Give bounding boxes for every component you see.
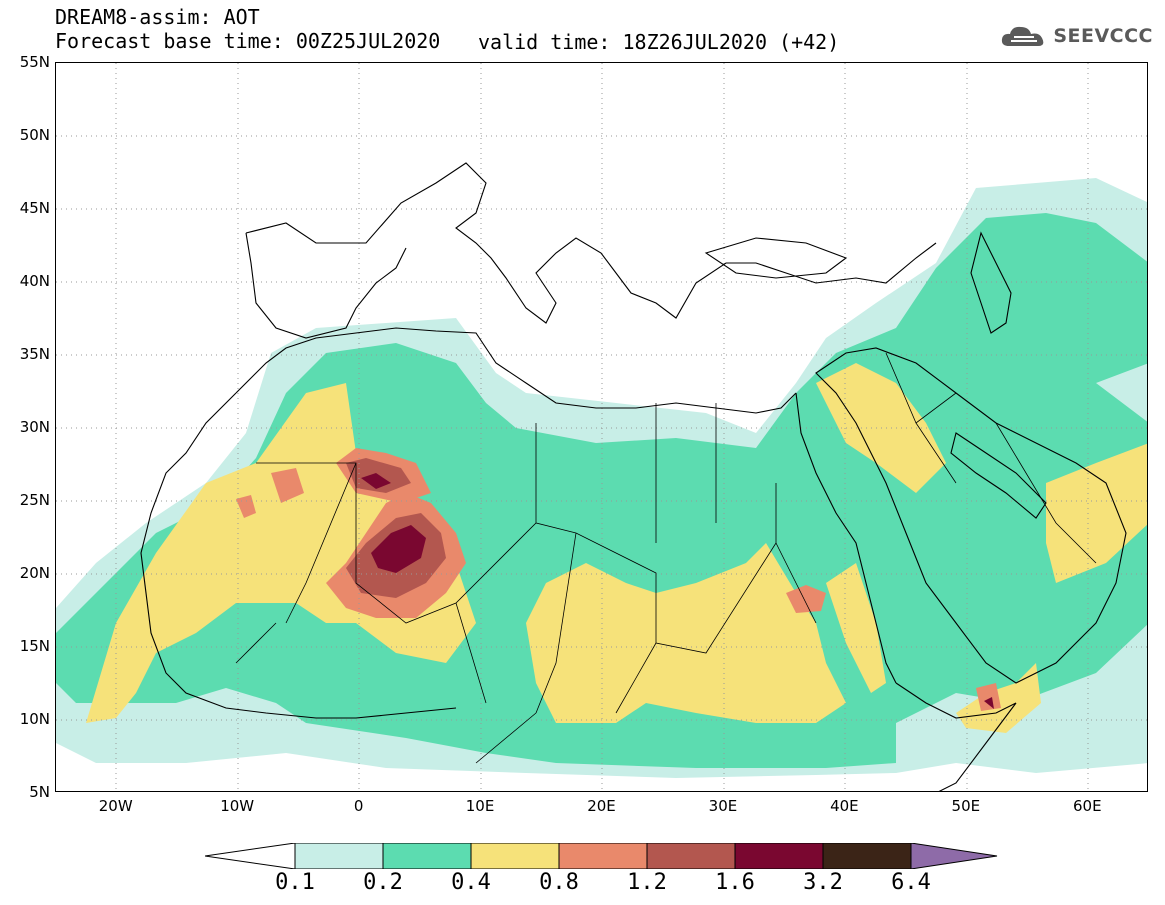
logo-text: SEEVCCC [1053, 25, 1153, 47]
colorbar-label: 1.6 [715, 870, 755, 895]
aot-band-0.4-central [526, 543, 846, 723]
lat-tick-label: 40N [19, 272, 50, 290]
coastline-red-sea [795, 392, 897, 684]
coastline-europe [245, 162, 937, 324]
lon-tick-label: 50E [951, 797, 981, 815]
colorbar-bin-3 [470, 843, 560, 869]
national-borders [235, 352, 1097, 764]
lon-tick-label: 60E [1072, 797, 1102, 815]
lon-tick-label: 0 [353, 797, 364, 815]
aot-band-0.4-horn [826, 563, 886, 693]
lat-tick-label: 25N [19, 491, 50, 509]
colorbar-label: 3.2 [803, 870, 843, 895]
colorbar-bin-2 [382, 843, 472, 869]
coastlines-and-borders [140, 162, 1127, 791]
map-title: DREAM8-assim: AOT [55, 5, 260, 29]
coastline-caspian [970, 231, 1012, 334]
coastline-north-africa [235, 327, 797, 414]
aot-band-0.8-f [976, 683, 1001, 711]
aot-band-0.4-oman [1046, 443, 1147, 583]
colorbar-label: 0.1 [275, 870, 315, 895]
coastline-persian-gulf [950, 432, 1047, 519]
colorbar-bin-4 [558, 843, 648, 869]
colorbar-label: 6.4 [891, 870, 931, 895]
aot-band-1.6 [371, 525, 426, 573]
colorbar-label: 0.2 [363, 870, 403, 895]
colorbar-bin-1 [294, 843, 384, 869]
aot-band-0.4-west [86, 383, 476, 723]
lat-tick-label: 55N [19, 53, 50, 71]
colorbar-bin-7 [822, 843, 912, 869]
seevccc-logo: SEEVCCC [999, 22, 1153, 50]
lon-tick-label: 10W [220, 797, 255, 815]
coastline-arabia [815, 347, 1127, 684]
colorbar-over [910, 843, 998, 869]
lat-tick-label: 5N [29, 783, 50, 801]
lon-tick-label: 20W [98, 797, 133, 815]
coastline-west-africa [140, 392, 457, 719]
aot-map-svg [56, 63, 1147, 791]
aot-map [55, 62, 1148, 792]
lat-tick-label: 10N [19, 710, 50, 728]
aot-band-0.8-c [786, 585, 826, 613]
aot-band-1.6-b [361, 473, 391, 489]
lat-tick-label: 30N [19, 418, 50, 436]
lon-tick-label: 40E [830, 797, 859, 815]
coastline-horn [895, 682, 1017, 791]
lat-tick-label: 15N [19, 637, 50, 655]
forecast-base-time: Forecast base time: 00Z25JUL2020 [55, 29, 441, 53]
lon-tick-label: 20E [587, 797, 616, 815]
graticule [56, 63, 1147, 791]
coastline-iberia [245, 232, 407, 339]
lon-tick-label: 10E [465, 797, 495, 815]
colorbar-label: 1.2 [627, 870, 667, 895]
lat-tick-label: 50N [19, 126, 50, 144]
aot-band-1.6-c [984, 697, 994, 709]
aot-shading [56, 178, 1147, 778]
colorbar [205, 843, 998, 869]
colorbar-bin-5 [646, 843, 736, 869]
colorbar-label: 0.4 [451, 870, 491, 895]
cloud-icon [1002, 26, 1044, 46]
colorbar-label: 0.8 [539, 870, 579, 895]
colorbar-bin-6 [734, 843, 824, 869]
colorbar-under [205, 843, 296, 869]
lat-tick-label: 45N [19, 199, 50, 217]
lat-tick-label: 35N [19, 345, 50, 363]
lat-tick-label: 20N [19, 564, 50, 582]
valid-time: valid time: 18Z26JUL2020 (+42) [478, 30, 840, 54]
lon-tick-label: 30E [708, 797, 738, 815]
aot-band-0.8-e [271, 468, 304, 503]
coastline-black-sea [704, 237, 848, 279]
